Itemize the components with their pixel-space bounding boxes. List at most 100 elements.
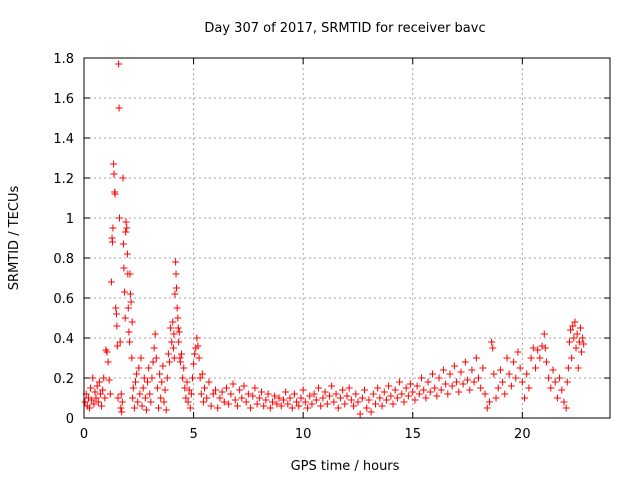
data-point bbox=[180, 364, 188, 372]
data-point bbox=[92, 394, 100, 402]
data-point bbox=[422, 394, 430, 402]
data-point bbox=[205, 378, 213, 386]
data-point bbox=[155, 404, 163, 412]
x-tick-label: 10 bbox=[295, 427, 312, 442]
data-point bbox=[453, 378, 461, 386]
data-point bbox=[483, 404, 491, 412]
data-point bbox=[475, 374, 482, 382]
data-point bbox=[112, 310, 120, 318]
data-point bbox=[158, 378, 166, 386]
data-point bbox=[179, 374, 187, 382]
data-point bbox=[123, 250, 131, 258]
data-point bbox=[216, 394, 224, 402]
data-point bbox=[218, 388, 226, 396]
data-point bbox=[295, 402, 303, 410]
data-point bbox=[553, 394, 561, 402]
data-point bbox=[240, 382, 248, 390]
data-point bbox=[227, 390, 235, 398]
data-point bbox=[492, 394, 500, 402]
data-point bbox=[529, 344, 537, 352]
y-tick-label: 1 bbox=[66, 212, 74, 227]
data-point bbox=[306, 392, 314, 400]
data-point bbox=[415, 390, 423, 398]
data-point bbox=[273, 400, 281, 408]
data-point bbox=[145, 364, 153, 372]
data-point bbox=[574, 364, 582, 372]
data-point bbox=[184, 398, 192, 406]
data-point bbox=[112, 304, 120, 312]
data-point bbox=[152, 354, 160, 362]
data-point bbox=[133, 370, 141, 378]
data-point bbox=[175, 328, 183, 336]
data-point bbox=[122, 228, 130, 236]
data-point bbox=[244, 390, 252, 398]
data-point bbox=[459, 380, 467, 388]
data-point bbox=[361, 386, 369, 394]
data-point bbox=[209, 390, 217, 398]
data-point bbox=[317, 402, 325, 410]
data-point bbox=[150, 344, 158, 352]
data-point bbox=[510, 358, 518, 366]
data-point bbox=[140, 374, 148, 382]
data-point bbox=[139, 384, 147, 392]
data-point bbox=[128, 354, 136, 362]
data-point bbox=[105, 376, 113, 384]
data-point bbox=[404, 392, 412, 400]
data-point bbox=[518, 378, 526, 386]
data-point bbox=[268, 398, 276, 406]
data-point bbox=[542, 358, 550, 366]
data-point bbox=[110, 160, 118, 168]
data-point bbox=[157, 394, 165, 402]
data-point bbox=[428, 370, 436, 378]
data-point bbox=[570, 334, 578, 342]
data-point bbox=[103, 348, 111, 356]
data-point bbox=[468, 366, 476, 374]
data-point bbox=[354, 398, 362, 406]
x-tick-label: 15 bbox=[404, 427, 421, 442]
data-point bbox=[183, 378, 191, 386]
data-point bbox=[407, 380, 415, 388]
data-point bbox=[521, 394, 529, 402]
data-point bbox=[96, 390, 104, 398]
data-point bbox=[433, 392, 441, 400]
data-point bbox=[411, 396, 419, 404]
data-point bbox=[523, 370, 531, 378]
data-point bbox=[119, 174, 127, 182]
data-point bbox=[536, 354, 544, 362]
data-point bbox=[123, 224, 131, 232]
data-point bbox=[81, 398, 89, 406]
data-point bbox=[439, 366, 447, 374]
data-point bbox=[101, 394, 109, 402]
data-point bbox=[409, 388, 417, 396]
data-point bbox=[308, 400, 316, 408]
data-point bbox=[385, 382, 393, 390]
data-point bbox=[431, 384, 439, 392]
y-tick-label: 0.6 bbox=[53, 292, 74, 307]
data-point bbox=[564, 364, 572, 372]
data-point bbox=[420, 386, 428, 394]
data-point bbox=[212, 386, 219, 394]
data-point bbox=[426, 388, 434, 396]
data-point bbox=[264, 390, 272, 398]
data-point bbox=[194, 342, 202, 350]
data-point bbox=[332, 390, 340, 398]
data-point bbox=[174, 324, 182, 332]
data-point bbox=[365, 396, 373, 404]
data-point bbox=[117, 404, 125, 412]
data-point bbox=[182, 394, 190, 402]
data-point bbox=[238, 394, 246, 402]
data-point bbox=[195, 354, 203, 362]
data-point bbox=[279, 396, 287, 404]
data-point bbox=[106, 390, 114, 398]
data-point bbox=[472, 354, 480, 362]
data-point bbox=[356, 410, 364, 418]
x-tick-labels: 0 5 10 15 20 bbox=[80, 427, 531, 442]
data-point bbox=[125, 328, 133, 336]
data-point bbox=[190, 360, 198, 368]
data-point bbox=[107, 278, 115, 286]
data-point bbox=[402, 384, 410, 392]
data-point bbox=[328, 382, 336, 390]
data-point bbox=[169, 344, 177, 352]
data-point bbox=[540, 330, 548, 338]
